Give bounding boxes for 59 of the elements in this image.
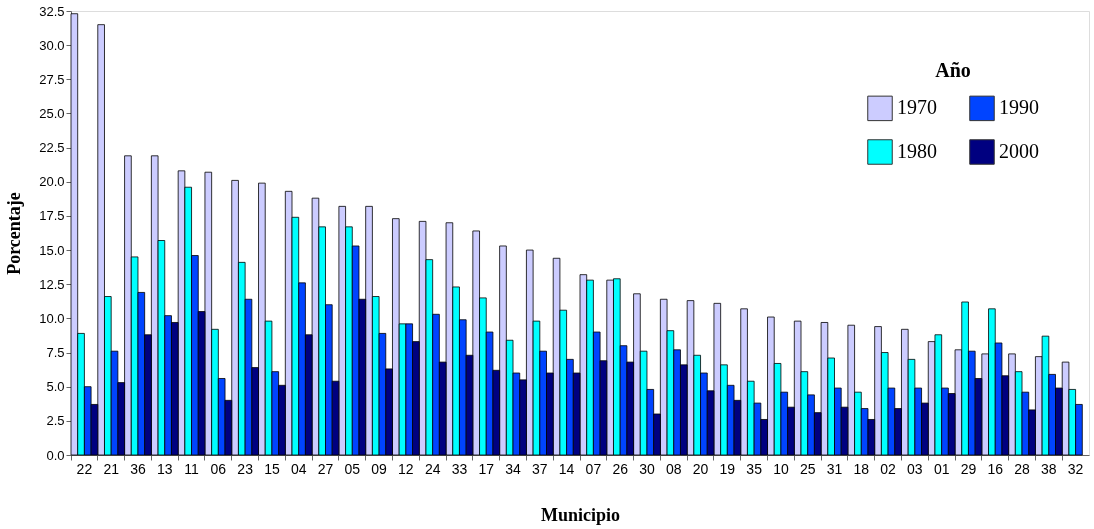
x-tick-label: 31	[826, 460, 843, 477]
x-tick-label: 13	[156, 460, 173, 477]
x-axis-title: Municipio	[540, 504, 621, 525]
legend-label: 2000	[999, 140, 1039, 162]
x-tick-label: 05	[344, 460, 361, 477]
x-tick-label: 28	[1014, 460, 1031, 477]
x-tick-label: 37	[532, 460, 548, 477]
x-tick-label: 26	[612, 460, 629, 477]
x-tick-label: 12	[398, 460, 414, 477]
y-tick-label: 32.5	[39, 3, 65, 19]
x-tick-label: 34	[505, 460, 522, 477]
y-tick-label: 25.0	[39, 105, 65, 121]
y-tick-label: 22.5	[39, 140, 65, 156]
x-tick-label: 36	[130, 460, 146, 477]
x-tick-label: 38	[1041, 460, 1057, 477]
x-tick-label: 32	[1067, 460, 1084, 477]
x-tick-label: 01	[933, 460, 950, 477]
x-tick-label: 18	[853, 460, 870, 477]
x-tick-label: 14	[558, 460, 575, 477]
x-tick-label: 22	[76, 460, 93, 477]
y-tick-label: 30.0	[39, 37, 65, 53]
x-tick-label: 15	[264, 460, 280, 477]
legend-label: 1990	[999, 96, 1039, 119]
x-tick-label: 19	[719, 460, 736, 477]
x-tick-label: 35	[746, 460, 763, 477]
x-tick-label: 23	[237, 460, 254, 477]
x-tick-label: 08	[665, 460, 682, 477]
y-tick-label: 15.0	[39, 242, 65, 258]
legend-label: 1980	[897, 140, 937, 162]
x-tick-label: 29	[960, 460, 977, 477]
x-tick-label: 09	[371, 460, 388, 477]
x-tick-label: 03	[907, 460, 923, 477]
x-tick-label: 16	[987, 460, 1004, 477]
y-tick-label: 0.0	[46, 447, 65, 463]
x-tick-label: 20	[692, 460, 709, 477]
legend-label: 1970	[897, 96, 937, 119]
x-tick-label: 07	[585, 460, 602, 477]
y-tick-label: 27.5	[39, 71, 65, 87]
x-tick-label: 17	[478, 460, 495, 477]
y-tick-label: 12.5	[39, 276, 65, 292]
x-tick-label: 30	[639, 460, 655, 477]
y-tick-label: 7.5	[46, 345, 65, 361]
y-tick-label: 17.5	[39, 208, 65, 224]
x-tick-label: 24	[424, 460, 441, 477]
x-tick-label: 06	[210, 460, 227, 477]
y-tick-label: 5.0	[46, 379, 65, 395]
x-tick-label: 04	[290, 460, 307, 477]
x-tick-label: 21	[103, 460, 120, 477]
y-tick-label: 10.0	[39, 310, 65, 326]
x-tick-label: 02	[880, 460, 897, 477]
x-tick-label: 10	[773, 460, 789, 477]
x-tick-label: 11	[184, 460, 200, 477]
x-tick-label: 25	[799, 460, 816, 477]
x-tick-label: 27	[317, 460, 334, 477]
y-tick-label: 2.5	[46, 413, 65, 429]
y-tick-label: 20.0	[39, 174, 65, 190]
y-axis-title: Porcentaje	[4, 192, 25, 275]
legend-title: Año	[935, 59, 971, 81]
x-tick-label: 33	[451, 460, 468, 477]
